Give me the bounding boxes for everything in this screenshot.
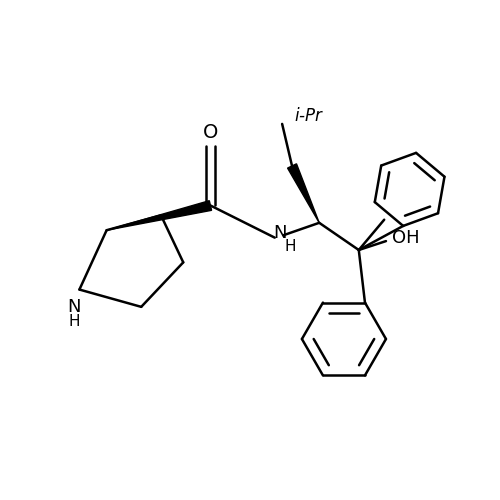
Text: H: H bbox=[285, 239, 296, 254]
Text: N: N bbox=[68, 298, 81, 316]
Polygon shape bbox=[288, 164, 319, 223]
Text: O: O bbox=[203, 123, 218, 142]
Text: H: H bbox=[68, 314, 80, 329]
Text: $i$-Pr: $i$-Pr bbox=[294, 108, 324, 126]
Text: N: N bbox=[273, 224, 286, 242]
Text: OH: OH bbox=[392, 228, 419, 246]
Polygon shape bbox=[106, 200, 212, 230]
